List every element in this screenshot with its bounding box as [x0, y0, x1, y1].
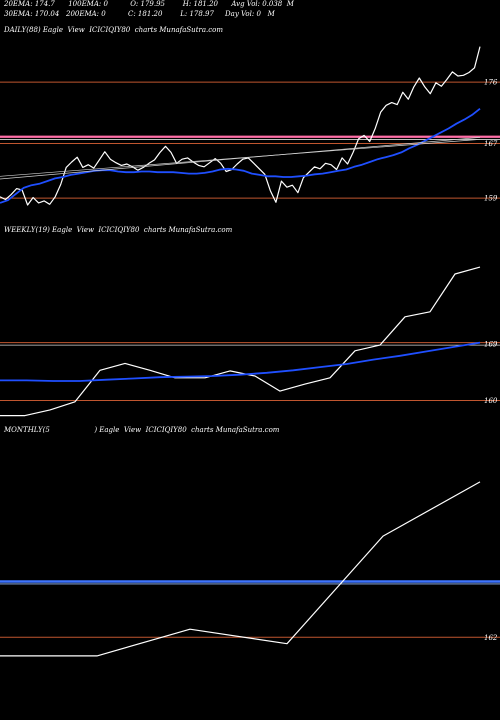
daily-chart: 176 167 159 [0, 46, 500, 206]
monthly-price-line [0, 481, 481, 657]
daily-y-tick-0: 176 [484, 79, 498, 87]
monthly-y-tick-0: 162 [484, 634, 498, 642]
weekly-y-tick-1: 160 [484, 397, 498, 405]
daily-ema-line [0, 107, 481, 204]
daily-y-tick-2: 159 [484, 195, 498, 203]
header-line-1: 20EMA: 174.7 100EMA: 0 O: 179.95 H: 181.… [4, 0, 294, 8]
monthly-chart: 162 [0, 481, 500, 657]
weekly-panel-label: WEEKLY(19) Eagle View ICICIQIY80 charts … [4, 226, 233, 234]
weekly-price-line [0, 266, 481, 417]
daily-y-tick-1: 167 [484, 140, 498, 148]
daily-price-line [0, 46, 481, 206]
monthly-panel-label: MONTHLY(5 ) Eagle View ICICIQIY80 charts… [4, 426, 280, 434]
header-line-2: 30EMA: 170.04 200EMA: 0 C: 181.20 L: 178… [4, 10, 275, 18]
weekly-y-tick-0: 169 [484, 340, 498, 348]
daily-panel-label: DAILY(88) Eagle View ICICIQIY80 charts M… [4, 26, 224, 34]
daily-avg2-line [0, 137, 481, 180]
weekly-chart: 169 160 [0, 266, 500, 417]
weekly-ema-line [0, 341, 481, 382]
